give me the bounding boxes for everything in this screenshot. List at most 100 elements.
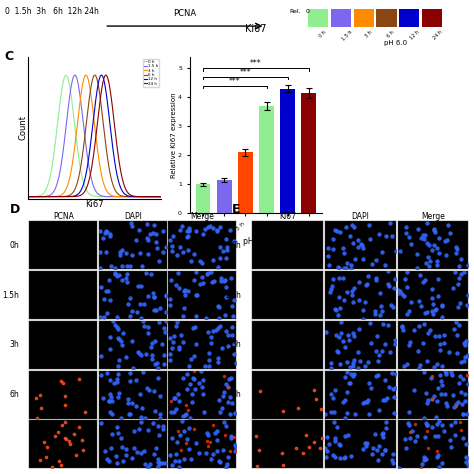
Point [375, 406, 383, 414]
Point [126, 294, 133, 301]
Point [432, 413, 440, 421]
Point [179, 374, 187, 382]
Point [425, 396, 432, 404]
Point [422, 419, 429, 427]
Point [155, 459, 162, 466]
Point [372, 274, 379, 282]
Point [105, 397, 113, 405]
Point [279, 461, 287, 468]
Point [155, 319, 163, 326]
Point [140, 322, 147, 329]
Point [331, 387, 338, 394]
Point [186, 424, 193, 432]
Bar [354, 9, 374, 27]
Text: E: E [232, 203, 241, 216]
Point [155, 462, 162, 469]
Point [216, 458, 223, 465]
Point [225, 331, 232, 339]
Point [61, 392, 68, 400]
Point [185, 228, 193, 235]
Point [154, 365, 162, 372]
Point [340, 250, 347, 257]
Point [200, 408, 208, 415]
Point [167, 398, 174, 405]
Point [255, 447, 263, 454]
Point [434, 432, 442, 440]
Point [345, 331, 352, 338]
Point [395, 464, 403, 472]
Point [402, 444, 410, 452]
Point [452, 318, 459, 326]
Point [154, 359, 161, 367]
Point [419, 231, 427, 238]
Point [347, 261, 355, 268]
Point [383, 394, 391, 402]
Point [350, 239, 357, 247]
Point [433, 360, 440, 368]
Point [177, 226, 184, 234]
Point [124, 262, 131, 270]
Point [401, 276, 409, 283]
Point [322, 328, 329, 336]
Point [151, 407, 159, 415]
Point [150, 293, 158, 301]
Point [396, 247, 404, 255]
Point [232, 447, 240, 455]
Point [355, 325, 363, 333]
X-axis label: Ki67: Ki67 [85, 201, 104, 210]
Point [110, 380, 118, 387]
Point [127, 313, 134, 320]
Point [405, 233, 413, 240]
Point [135, 349, 143, 357]
Point [447, 421, 455, 428]
Point [196, 281, 204, 288]
Point [412, 437, 419, 445]
Point [382, 447, 389, 454]
Point [184, 288, 192, 295]
Point [209, 256, 216, 264]
Point [141, 414, 148, 421]
Point [378, 450, 385, 457]
Point [200, 230, 207, 237]
Point [435, 292, 442, 300]
Point [48, 463, 56, 471]
Point [423, 219, 430, 227]
Point [351, 410, 359, 418]
Point [158, 459, 165, 466]
Text: pH 6.0: pH 6.0 [384, 40, 407, 46]
Point [111, 270, 119, 277]
Point [162, 318, 170, 325]
Point [184, 406, 192, 414]
Point [459, 434, 466, 441]
Point [97, 419, 104, 427]
Point [34, 415, 41, 422]
Point [129, 364, 137, 372]
Point [108, 410, 116, 418]
Point [347, 265, 355, 273]
Point [381, 262, 389, 269]
Point [292, 444, 300, 451]
Title: Ki67: Ki67 [245, 24, 267, 34]
Point [220, 419, 228, 426]
Point [198, 259, 206, 266]
Point [174, 427, 182, 435]
Point [423, 421, 431, 429]
Point [354, 364, 362, 372]
Point [159, 248, 167, 255]
Point [184, 246, 192, 254]
Point [195, 449, 203, 457]
Point [155, 257, 163, 265]
Point [122, 445, 130, 453]
Point [163, 292, 170, 299]
Point [228, 331, 236, 339]
Point [349, 372, 357, 380]
Point [428, 246, 436, 254]
Point [215, 355, 222, 362]
Point [192, 268, 200, 275]
Point [218, 344, 226, 352]
Point [463, 353, 471, 360]
Point [230, 350, 237, 358]
Point [359, 446, 367, 453]
Point [118, 443, 126, 451]
Point [207, 333, 215, 341]
